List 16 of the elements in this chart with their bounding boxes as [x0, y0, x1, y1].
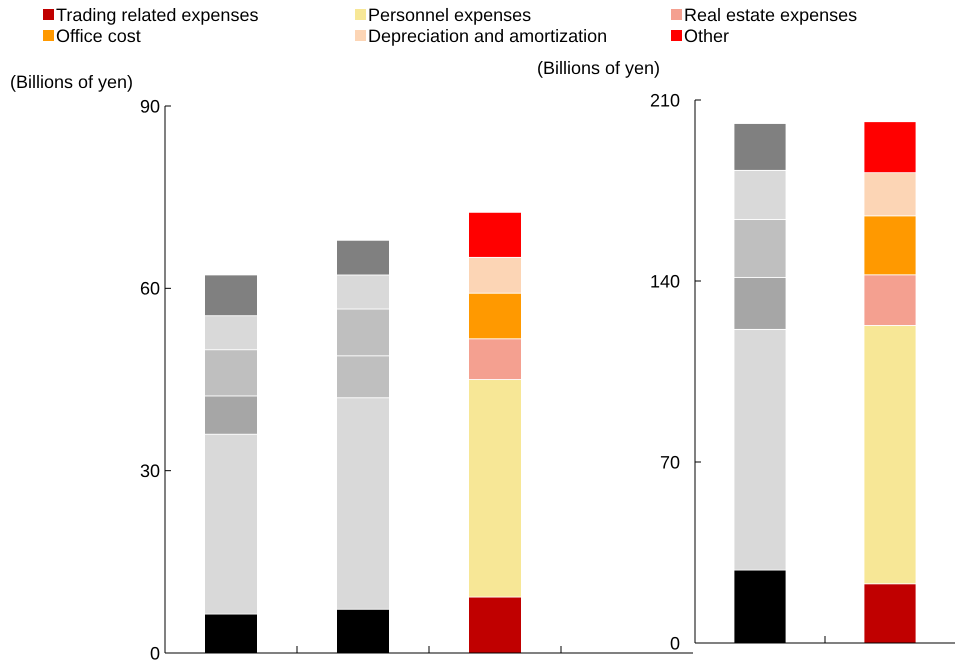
y-tick-label: 30: [140, 460, 160, 481]
legend-label: Depreciation and amortization: [368, 26, 608, 46]
y-tick-label: 0: [670, 633, 680, 654]
legend-label: Personnel expenses: [368, 5, 532, 25]
legend-label: Real estate expenses: [684, 5, 858, 25]
legend-label: Trading related expenses: [56, 5, 258, 25]
y-tick-label: 60: [140, 278, 160, 299]
legend-label: Other: [684, 26, 730, 46]
y-tick-label: 0: [150, 643, 160, 664]
legend-label: Office cost: [56, 26, 141, 46]
y-tick-label: 140: [650, 271, 680, 292]
y-tick-label: 90: [140, 96, 160, 116]
y-tick-label: 210: [650, 90, 680, 110]
y-axis-title: (Billions of yen): [537, 58, 660, 78]
y-tick-label: 70: [660, 452, 680, 472]
y-axis-title: (Billions of yen): [10, 72, 134, 92]
